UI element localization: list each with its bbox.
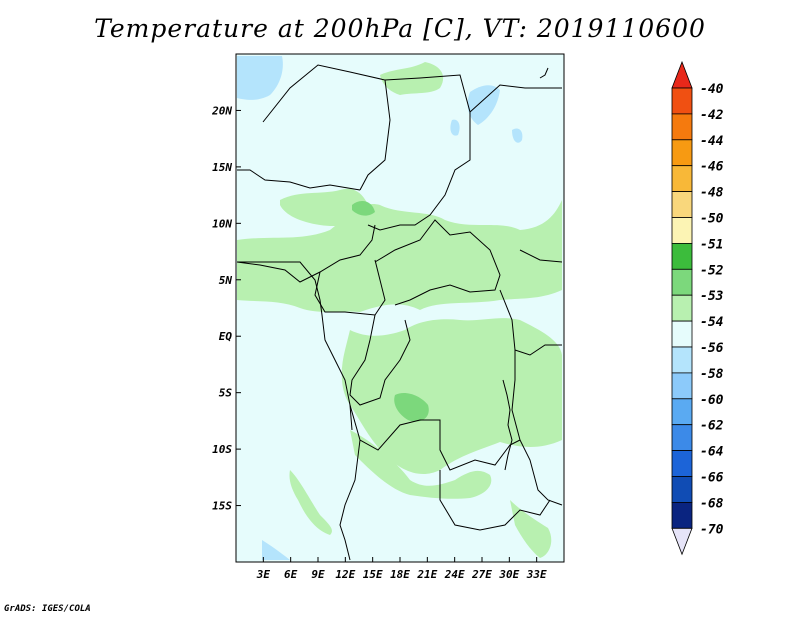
- y-tick-label: 5S: [219, 387, 233, 400]
- y-tick-label: 15S: [212, 500, 232, 513]
- colorbar-swatch: [671, 165, 693, 192]
- x-tick-label: 12E: [335, 568, 355, 581]
- plot-title: Temperature at 200hPa [C], VT: 201911060…: [94, 14, 706, 43]
- colorbar-label: -58: [700, 367, 724, 382]
- colorbar-swatch: [671, 372, 693, 400]
- cold-region-ne2: [512, 128, 523, 143]
- x-tick-label: 15E: [363, 568, 383, 581]
- colorbar-swatch: [671, 113, 693, 141]
- border-angola-south: [339, 439, 361, 561]
- cold-region-s: [262, 540, 290, 560]
- border-congo: [349, 314, 411, 406]
- colorbar-swatch: [671, 320, 693, 348]
- warmer-spot-2: [394, 393, 429, 422]
- colorbar: -40 -42 -44 -46 -48 -50 -51 -52 -53 -54 -56 -58 -60 -…: [671, 60, 724, 556]
- x-tick-label: 21E: [416, 568, 437, 581]
- colorbar-top-arrow: [671, 60, 693, 89]
- x-tick-label: 24E: [444, 568, 465, 581]
- x-tick-label: 27E: [471, 568, 492, 581]
- colorbar-label: -52: [700, 263, 724, 278]
- colorbar-label: -66: [700, 471, 724, 486]
- colorbar-swatch: [671, 217, 693, 244]
- colorbar-swatch: [671, 242, 693, 270]
- warm-region-northwest: [280, 188, 370, 227]
- cold-region-nw: [237, 56, 283, 100]
- border-north-2: [367, 74, 471, 231]
- border-car: [374, 219, 501, 306]
- colorbar-swatch: [671, 139, 693, 167]
- warm-region-south: [350, 430, 492, 499]
- colorbar-label: -64: [700, 445, 724, 460]
- colorbar-label: -48: [700, 186, 724, 201]
- y-tick-label: 10S: [212, 443, 232, 456]
- colorbar-label: -53: [700, 289, 724, 304]
- colorbar-swatch: [671, 346, 693, 374]
- colorbar-label: -51: [700, 237, 723, 252]
- colorbar-label: -50: [700, 212, 724, 227]
- x-axis: 3E 6E 9E 12E 15E 18E 21E 24E 27E 30E 33E: [256, 557, 547, 581]
- colorbar-swatch: [671, 191, 693, 218]
- colorbar-label: -56: [700, 341, 724, 356]
- colorbar-swatch: [671, 268, 693, 296]
- colorbar-label: -44: [700, 134, 724, 149]
- warmer-spot-1: [352, 200, 375, 216]
- colorbar-swatch: [671, 398, 693, 426]
- y-axis: 20N 15N 10N 5N EQ 5S 10S 15S: [211, 104, 241, 513]
- colorbar-swatch: [671, 501, 693, 529]
- border-drc-south: [349, 404, 521, 471]
- x-tick-label: 6E: [284, 568, 298, 581]
- x-tick-label: 33E: [526, 568, 547, 581]
- cold-region-mid: [450, 119, 460, 136]
- border-east-2: [514, 344, 562, 356]
- cold-region-ne: [467, 85, 500, 125]
- border-cam: [314, 259, 386, 316]
- colorbar-label: -68: [700, 496, 724, 511]
- border-east-1: [519, 249, 563, 263]
- x-tick-label: 18E: [390, 568, 410, 581]
- border-west-1: [237, 169, 361, 191]
- colorbar-bottom-arrow: [671, 527, 693, 556]
- coast-west: [237, 261, 353, 431]
- y-tick-label: 20N: [211, 104, 232, 117]
- y-tick-label: 10N: [212, 217, 232, 230]
- colorbar-label: -42: [700, 108, 724, 123]
- border-zambia: [439, 470, 551, 531]
- warm-region-central: [341, 318, 562, 475]
- border-lake: [502, 379, 513, 471]
- x-tick-label: 3E: [256, 568, 271, 581]
- colorbar-label: -70: [700, 522, 724, 537]
- x-tick-label: 9E: [311, 568, 325, 581]
- colorbar-swatch: [671, 87, 693, 115]
- border-north-3: [469, 84, 562, 113]
- colorbar-label: -40: [700, 82, 724, 97]
- border-drc-east: [499, 289, 563, 506]
- coast-red-sea: [539, 67, 549, 79]
- colorbar-swatch: [671, 476, 693, 503]
- y-tick-label: EQ: [219, 330, 233, 343]
- y-tick-label: 15N: [212, 161, 232, 174]
- grads-credit: GrADS: IGES/COLA: [4, 604, 91, 614]
- colorbar-label: -60: [700, 393, 724, 408]
- colorbar-label: -62: [700, 419, 724, 434]
- warm-region-sw: [289, 470, 332, 535]
- warm-region-north: [237, 200, 562, 312]
- warm-region-se: [510, 500, 552, 558]
- y-tick-label: 5N: [219, 274, 233, 287]
- colorbar-swatch: [671, 450, 693, 477]
- colorbar-swatch: [671, 424, 693, 452]
- x-tick-label: 30E: [498, 568, 519, 581]
- colorbar-label: -54: [700, 315, 724, 330]
- colorbar-label: -46: [700, 160, 724, 175]
- colorbar-swatch: [671, 294, 693, 322]
- map-area: [236, 54, 564, 562]
- country-borders: [236, 64, 563, 561]
